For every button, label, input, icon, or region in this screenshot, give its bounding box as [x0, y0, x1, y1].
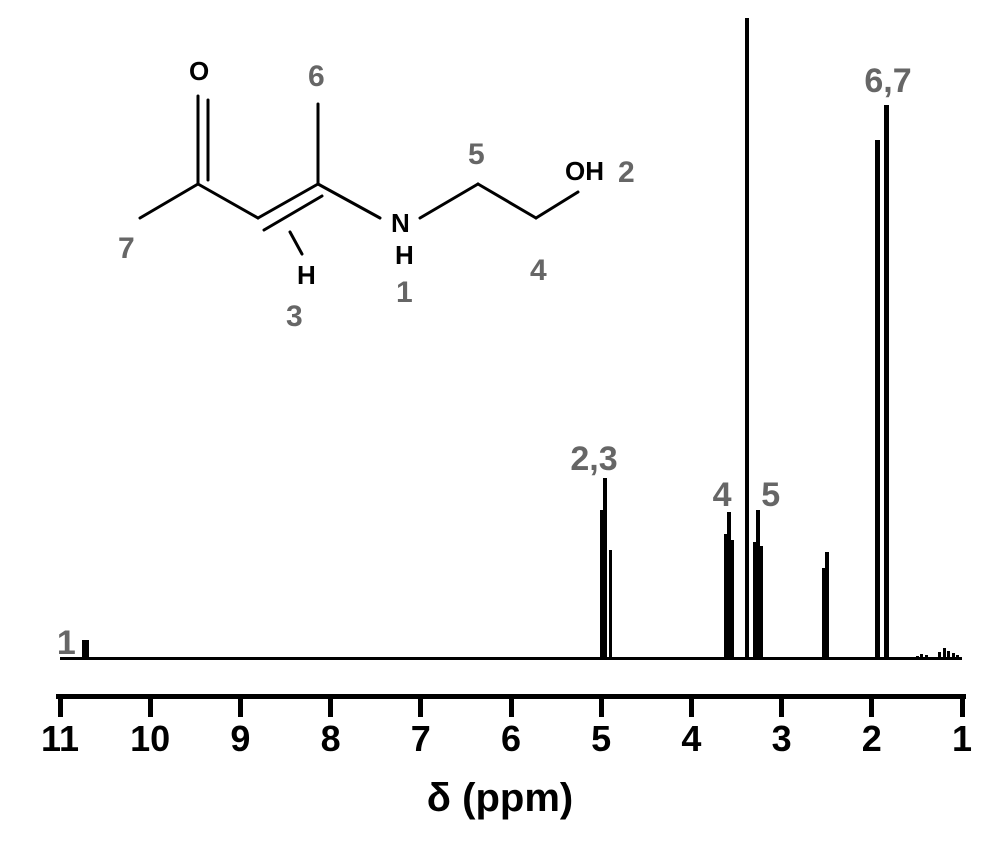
x-tick-label: 9 — [230, 718, 250, 760]
x-tick-label: 3 — [772, 718, 792, 760]
x-tick — [869, 694, 874, 717]
x-tick — [58, 694, 63, 717]
x-tick-label: 11 — [41, 718, 79, 760]
x-tick-label: 2 — [862, 718, 882, 760]
x-tick — [509, 694, 514, 717]
x-tick-label: 7 — [411, 718, 431, 760]
figure-root: 12,3456,7 ONHHOH7631542 1110987654321 δ … — [0, 0, 1000, 844]
x-tick — [960, 694, 965, 717]
x-tick — [689, 694, 694, 717]
x-tick-label: 6 — [501, 718, 521, 760]
x-tick — [238, 694, 243, 717]
x-tick — [779, 694, 784, 717]
x-tick-label: 5 — [591, 718, 611, 760]
x-tick-label: 4 — [681, 718, 701, 760]
x-tick — [599, 694, 604, 717]
x-tick — [148, 694, 153, 717]
x-tick-label: 1 — [952, 718, 972, 760]
x-tick-label: 8 — [321, 718, 341, 760]
x-tick — [418, 694, 423, 717]
x-axis-title: δ (ppm) — [0, 776, 1000, 821]
x-tick — [328, 694, 333, 717]
x-tick-label: 10 — [130, 718, 170, 760]
x-axis: 11 10 9 8 7 6 5 4 3 2 1 — [0, 0, 1000, 844]
